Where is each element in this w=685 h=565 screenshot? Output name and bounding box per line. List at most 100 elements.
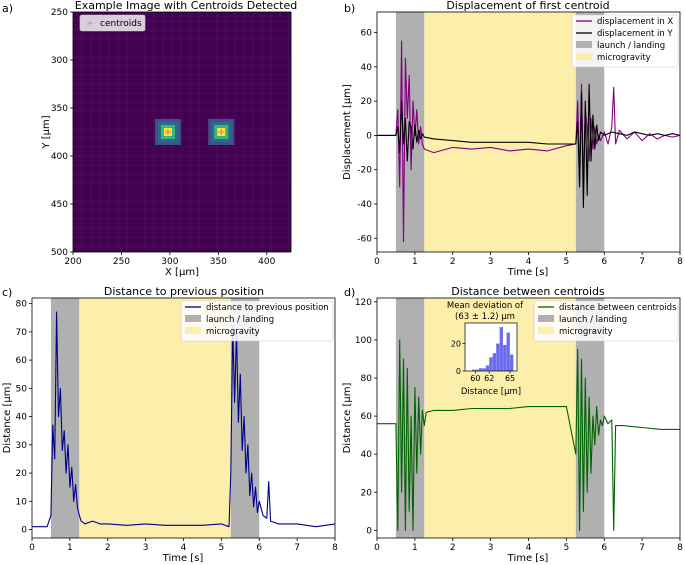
panel-b-y-ticks: -60 -40 -20 0 20 40 60 [357, 29, 377, 244]
y-tick-label: 40 [361, 450, 373, 460]
panel-d-xlabel: Time [s] [507, 553, 549, 564]
y-tick-label: 350 [51, 104, 68, 114]
panel-d-series [377, 339, 680, 531]
legend-label: distance to previous position [206, 303, 329, 313]
panel-a-frame [72, 11, 292, 253]
histogram-bar [510, 354, 514, 371]
y-tick-label: 60 [361, 29, 373, 39]
panel-b-x-ticks: 0 1 2 3 4 5 6 7 8 [374, 252, 683, 267]
x-tick-label: 5 [219, 543, 225, 553]
histogram-bar [478, 368, 483, 371]
histogram-inset: Mean deviation of (63 ± 1.2) µm 60 62 65 0… [447, 301, 524, 397]
microgravity-band [424, 12, 576, 252]
x-tick-label: 4 [526, 257, 532, 267]
panel-c-title: Distance to previous position [104, 285, 264, 298]
series-line-displacement-in-x [377, 40, 681, 243]
inset-y-ticks: 0 20 [451, 340, 465, 376]
x-tick-label: 5 [564, 257, 570, 267]
y-tick-label: 80 [16, 300, 28, 310]
y-tick-label: 0 [366, 131, 372, 141]
series-line-distance-between-centroids [377, 339, 680, 531]
legend-label: launch / landing [597, 41, 665, 51]
y-tick-label: -40 [357, 200, 372, 210]
y-tick-label: 20 [361, 97, 373, 107]
inset-bars [465, 323, 517, 371]
panel-a: a) Example Image with Centroids Detected… [2, 0, 297, 278]
panel-b-xlabel: Time [s] [507, 267, 549, 278]
histogram-bar [471, 369, 476, 371]
panel-b-series [377, 40, 681, 243]
panel-c-series [32, 311, 336, 528]
panel-b: b) Displacement of first centroid 0 1 2 3 4 5… [342, 0, 683, 278]
x-tick-label: 7 [639, 257, 645, 267]
x-tick-label: 8 [332, 543, 338, 553]
x-tick-label: 7 [639, 543, 645, 553]
legend-box [533, 300, 679, 342]
series-line-distance-to-previous-position [32, 311, 336, 528]
panel-a-legend: + centroids [79, 14, 146, 32]
y-tick-label: 0 [366, 526, 372, 536]
x-tick-label: 0 [374, 543, 380, 553]
legend-patch-swatch [576, 41, 592, 48]
legend-patch-swatch [538, 327, 554, 334]
heatmap-background [73, 12, 291, 252]
x-tick-label: 0 [29, 543, 35, 553]
y-tick-label: 300 [51, 56, 68, 66]
legend-label: displacement in Y [597, 29, 673, 39]
x-tick-label: 2 [105, 543, 111, 553]
x-tick-label: 350 [210, 257, 227, 267]
inset-x-ticks: 60 62 65 [470, 371, 515, 383]
inset-x-tick-label: 62 [484, 374, 494, 383]
y-tick-label: 250 [51, 8, 68, 18]
x-tick-label: 250 [113, 257, 130, 267]
y-tick-label: 20 [16, 469, 28, 479]
x-tick-label: 3 [488, 257, 494, 267]
panel-d-legend: distance between centroids launch / landi… [533, 300, 679, 342]
y-tick-label: 60 [361, 412, 373, 422]
panel-a-ylabel: Y [µm] [41, 115, 52, 149]
x-tick-label: 3 [143, 543, 149, 553]
y-tick-label: 80 [361, 374, 373, 384]
panel-a-y-ticks: 250 300 350 400 450 500 [51, 8, 73, 258]
panel-a-legend-box [79, 14, 146, 32]
x-tick-label: 400 [258, 257, 275, 267]
y-tick-label: 0 [21, 526, 27, 536]
panel-a-title: Example Image with Centroids Detected [75, 0, 297, 12]
legend-label: displacement in X [597, 17, 673, 27]
y-tick-label: 50 [16, 384, 28, 394]
histogram-bar [492, 353, 496, 371]
inset-x-tick-label: 60 [470, 374, 480, 383]
panel-b-legend: displacement in X displacement in Y launch… [571, 14, 679, 68]
histogram-bar [496, 343, 500, 371]
x-tick-label: 6 [601, 257, 607, 267]
legend-patch-swatch [576, 53, 592, 60]
legend-box [180, 300, 334, 342]
x-tick-label: 0 [374, 257, 380, 267]
x-tick-label: 8 [677, 257, 683, 267]
panel-c-tag: c) [2, 286, 12, 299]
panel-a-x-ticks: 200 250 300 350 400 [64, 252, 276, 267]
legend-label: microgravity [597, 53, 651, 63]
y-tick-label: 30 [16, 441, 28, 451]
panel-c-ylabel: Distance [µm] [2, 382, 13, 453]
centroid-markers [164, 129, 225, 135]
x-tick-label: 7 [294, 543, 300, 553]
panel-c: c) Distance to previous position 0 1 2 3 4 5 6… [2, 285, 338, 564]
inset-xlabel: Distance [µm] [461, 387, 521, 397]
series-line-displacement-in-y [377, 83, 681, 208]
legend-label: launch / landing [206, 315, 274, 325]
panel-d-x-ticks: 0 1 2 3 4 5 6 7 8 [374, 538, 683, 553]
panel-a-legend-label: centroids [100, 19, 142, 29]
y-tick-label: 60 [16, 356, 28, 366]
x-tick-label: 3 [488, 543, 494, 553]
y-tick-label: 450 [51, 200, 68, 210]
inset-y-tick-label: 0 [456, 367, 461, 376]
legend-patch-swatch [185, 327, 201, 334]
histogram-bar [503, 344, 507, 371]
y-tick-label: 500 [51, 248, 68, 258]
panel-c-legend: distance to previous position launch / la… [180, 300, 334, 342]
x-tick-label: 1 [67, 543, 73, 553]
panel-c-x-ticks: 0 1 2 3 4 5 6 7 8 [29, 538, 338, 553]
